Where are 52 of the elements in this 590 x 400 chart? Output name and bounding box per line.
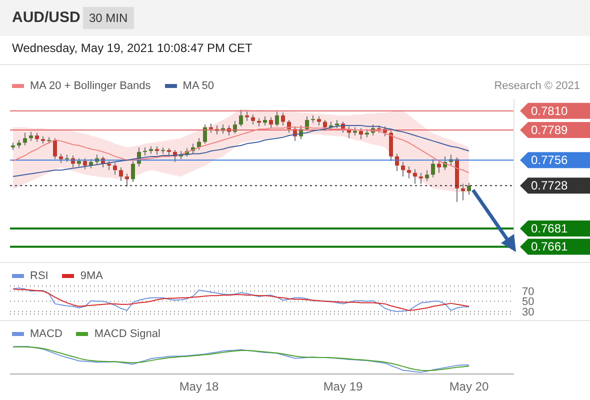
y-tick-label: 0.7789	[531, 123, 568, 137]
candlestick	[131, 160, 135, 182]
legend-label: MA 50	[182, 80, 214, 92]
x-tick-label: May 18	[179, 380, 219, 394]
candlestick	[389, 130, 393, 162]
candlestick	[281, 112, 285, 126]
candlestick	[467, 182, 471, 196]
y-tick-label: 0.7728	[531, 178, 568, 193]
legend-label: MACD Signal	[94, 328, 160, 340]
legend-label: RSI	[30, 270, 48, 282]
candlestick	[317, 116, 321, 126]
candlestick	[275, 111, 279, 127]
candlestick	[35, 132, 39, 142]
candlestick	[431, 158, 435, 178]
candlestick	[83, 158, 87, 170]
x-tick-label: May 20	[449, 380, 489, 394]
text: 30 MIN	[83, 7, 134, 29]
y-tick-label: 70	[522, 286, 534, 298]
text: Research © 2021	[494, 80, 580, 92]
candlestick	[119, 166, 123, 182]
candlestick	[407, 166, 411, 179]
chart-title: AUD/USD	[12, 9, 80, 26]
candlestick	[419, 172, 423, 184]
candlestick	[461, 183, 465, 201]
y-tick-label: 0.7661	[531, 240, 568, 254]
candlestick	[59, 153, 63, 164]
y-tick-label: 50	[522, 296, 534, 308]
y-tick-label: 0.7810	[531, 104, 568, 118]
candlestick	[263, 116, 267, 126]
candlestick	[107, 160, 111, 171]
candlestick	[113, 162, 117, 176]
legend-label: 9MA	[80, 270, 103, 282]
candlestick	[251, 114, 255, 126]
candlestick	[437, 160, 441, 174]
legend-label: MA 20 + Bollinger Bands	[30, 80, 151, 92]
candlestick	[125, 173, 129, 188]
legend-label: MACD	[30, 328, 62, 340]
candlestick	[401, 161, 405, 177]
candlestick	[425, 170, 429, 182]
y-tick-label: 30	[522, 306, 534, 318]
candlestick	[413, 168, 417, 184]
candlestick	[239, 109, 243, 127]
y-tick-label: 0.7756	[531, 153, 568, 168]
y-tick-label: 0.7681	[531, 221, 568, 236]
candlestick	[269, 116, 273, 129]
chart-subtitle: Wednesday, May 19, 2021 10:08:47 PM CET	[12, 41, 252, 55]
candlestick	[359, 128, 363, 140]
x-tick-label: May 19	[323, 380, 363, 394]
candlestick	[23, 132, 27, 146]
candlestick	[29, 131, 33, 142]
candlestick	[53, 138, 57, 160]
candlestick	[203, 124, 207, 144]
